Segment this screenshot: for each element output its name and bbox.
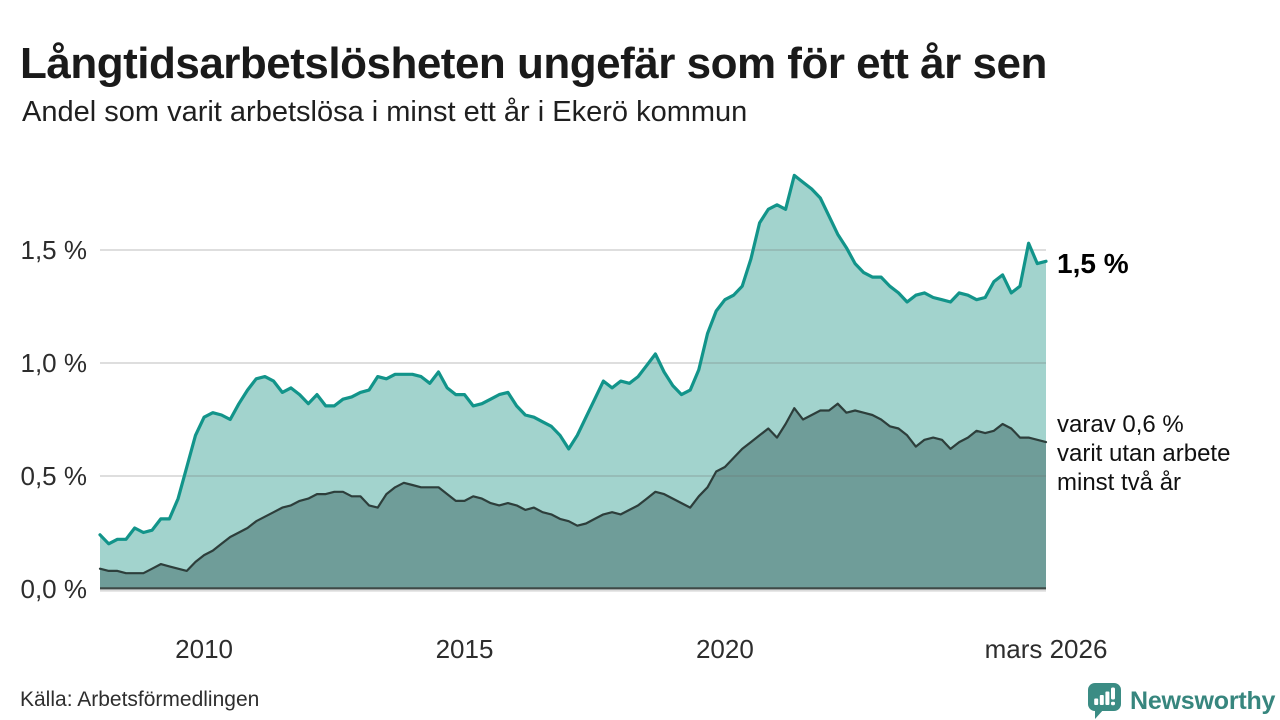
- x-tick-label: 2015: [436, 634, 494, 664]
- end-label-two-years-line1: varav 0,6 %: [1057, 411, 1184, 438]
- newsworthy-wordmark: Newsworthy: [1130, 686, 1276, 715]
- y-tick-label: 0,5 %: [21, 461, 88, 491]
- x-tick-label: 2020: [696, 634, 754, 664]
- y-tick-label: 1,5 %: [21, 235, 88, 265]
- line-series-0: [98, 173, 1048, 546]
- end-label-total: 1,5 %: [1057, 248, 1129, 279]
- end-label-two-years-line3: minst två år: [1057, 469, 1182, 496]
- end-label-two-years-line2: varit utan arbete: [1057, 440, 1231, 467]
- chart-subtitle: Andel som varit arbetslösa i minst ett å…: [22, 96, 748, 128]
- x-tick-label: 2010: [175, 634, 233, 664]
- chart-title: Långtidsarbetslösheten ungefär som för e…: [20, 39, 1047, 89]
- line-series-1: [98, 402, 1048, 575]
- source-note: Källa: Arbetsförmedlingen: [20, 688, 260, 711]
- x-tick-label: mars 2026: [985, 634, 1108, 664]
- newsworthy-bubble-chart-icon: [1088, 683, 1121, 719]
- end-label-two-years: varav 0,6 % varit utan arbete minst två …: [1057, 410, 1230, 497]
- y-tick-label: 1,0 %: [21, 348, 88, 378]
- area-fill-series-1: [100, 403, 1046, 589]
- y-tick-label: 0,0 %: [21, 574, 88, 604]
- newsworthy-logo: Newsworthy: [1086, 682, 1275, 720]
